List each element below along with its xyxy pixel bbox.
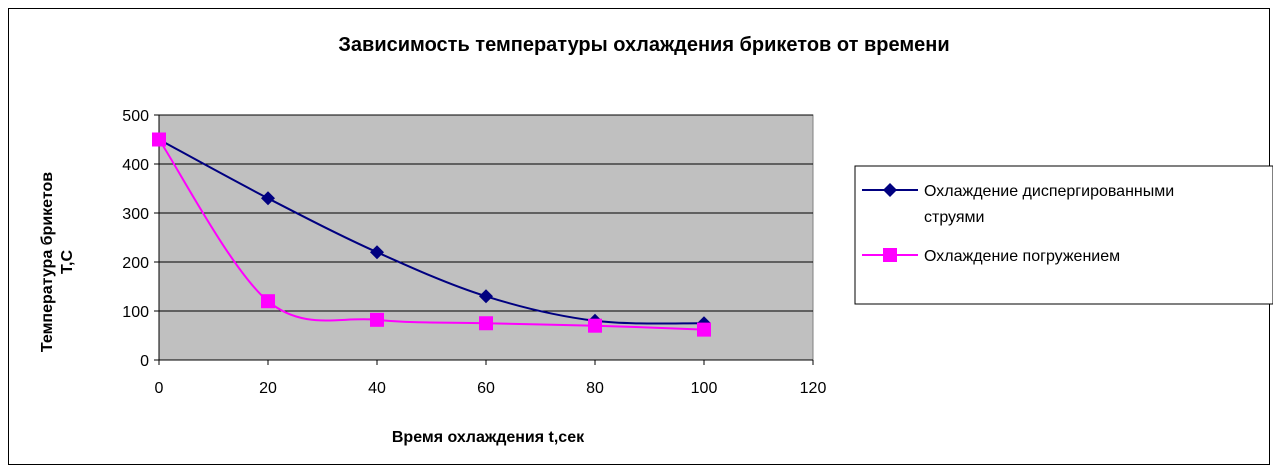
x-axis-title: Время охлаждения t,сек — [392, 429, 585, 446]
series-1-point — [261, 191, 275, 206]
series — [152, 132, 711, 337]
legend-marker-series-1 — [883, 183, 897, 197]
legend-box — [854, 165, 1273, 305]
legend-label-series-2: Охлаждение погружением — [924, 248, 1120, 265]
y-axis-title-line-1: Температура брикетов — [39, 172, 56, 352]
x-tick-label: 40 — [368, 380, 386, 397]
series-1-point — [479, 289, 493, 304]
series-2-point — [152, 132, 166, 147]
x-tick-label: 80 — [586, 380, 604, 397]
y-tick-label: 100 — [122, 304, 149, 321]
series-2-point — [697, 322, 711, 337]
y-tick-label: 0 — [140, 353, 149, 370]
chart-title: Зависимость температуры охлаждения брике… — [338, 34, 949, 56]
axes: 0 100 200 300 400 500 0 20 40 60 80 100 120 — [122, 108, 826, 397]
series-1-point — [370, 245, 384, 260]
legend-label-series-1-line-1: Охлаждение диспергированными — [924, 183, 1174, 200]
legend-marker-series-2 — [883, 248, 897, 262]
legend: Охлаждение диспергированными струями Охл… — [854, 165, 1273, 305]
y-tick-label: 300 — [122, 206, 149, 223]
y-tick-label: 400 — [122, 157, 149, 174]
x-tick-label: 0 — [155, 380, 164, 397]
x-tick-label: 20 — [259, 380, 277, 397]
y-axis-title: Температура брикетов T,C — [39, 172, 76, 352]
y-axis-title-line-2: T,C — [59, 250, 76, 274]
x-tick-label: 120 — [800, 380, 827, 397]
x-tick-label: 100 — [691, 380, 718, 397]
x-tick-label: 60 — [477, 380, 495, 397]
y-tick-label: 200 — [122, 255, 149, 272]
series-2-point — [370, 312, 384, 327]
series-2-point — [261, 294, 275, 309]
legend-label-series-1-line-2: струями — [924, 209, 984, 226]
series-2-point — [588, 318, 602, 333]
y-tick-label: 500 — [122, 108, 149, 125]
series-1-line — [158, 138, 705, 325]
series-2 — [152, 132, 711, 337]
series-2-point — [479, 316, 493, 331]
